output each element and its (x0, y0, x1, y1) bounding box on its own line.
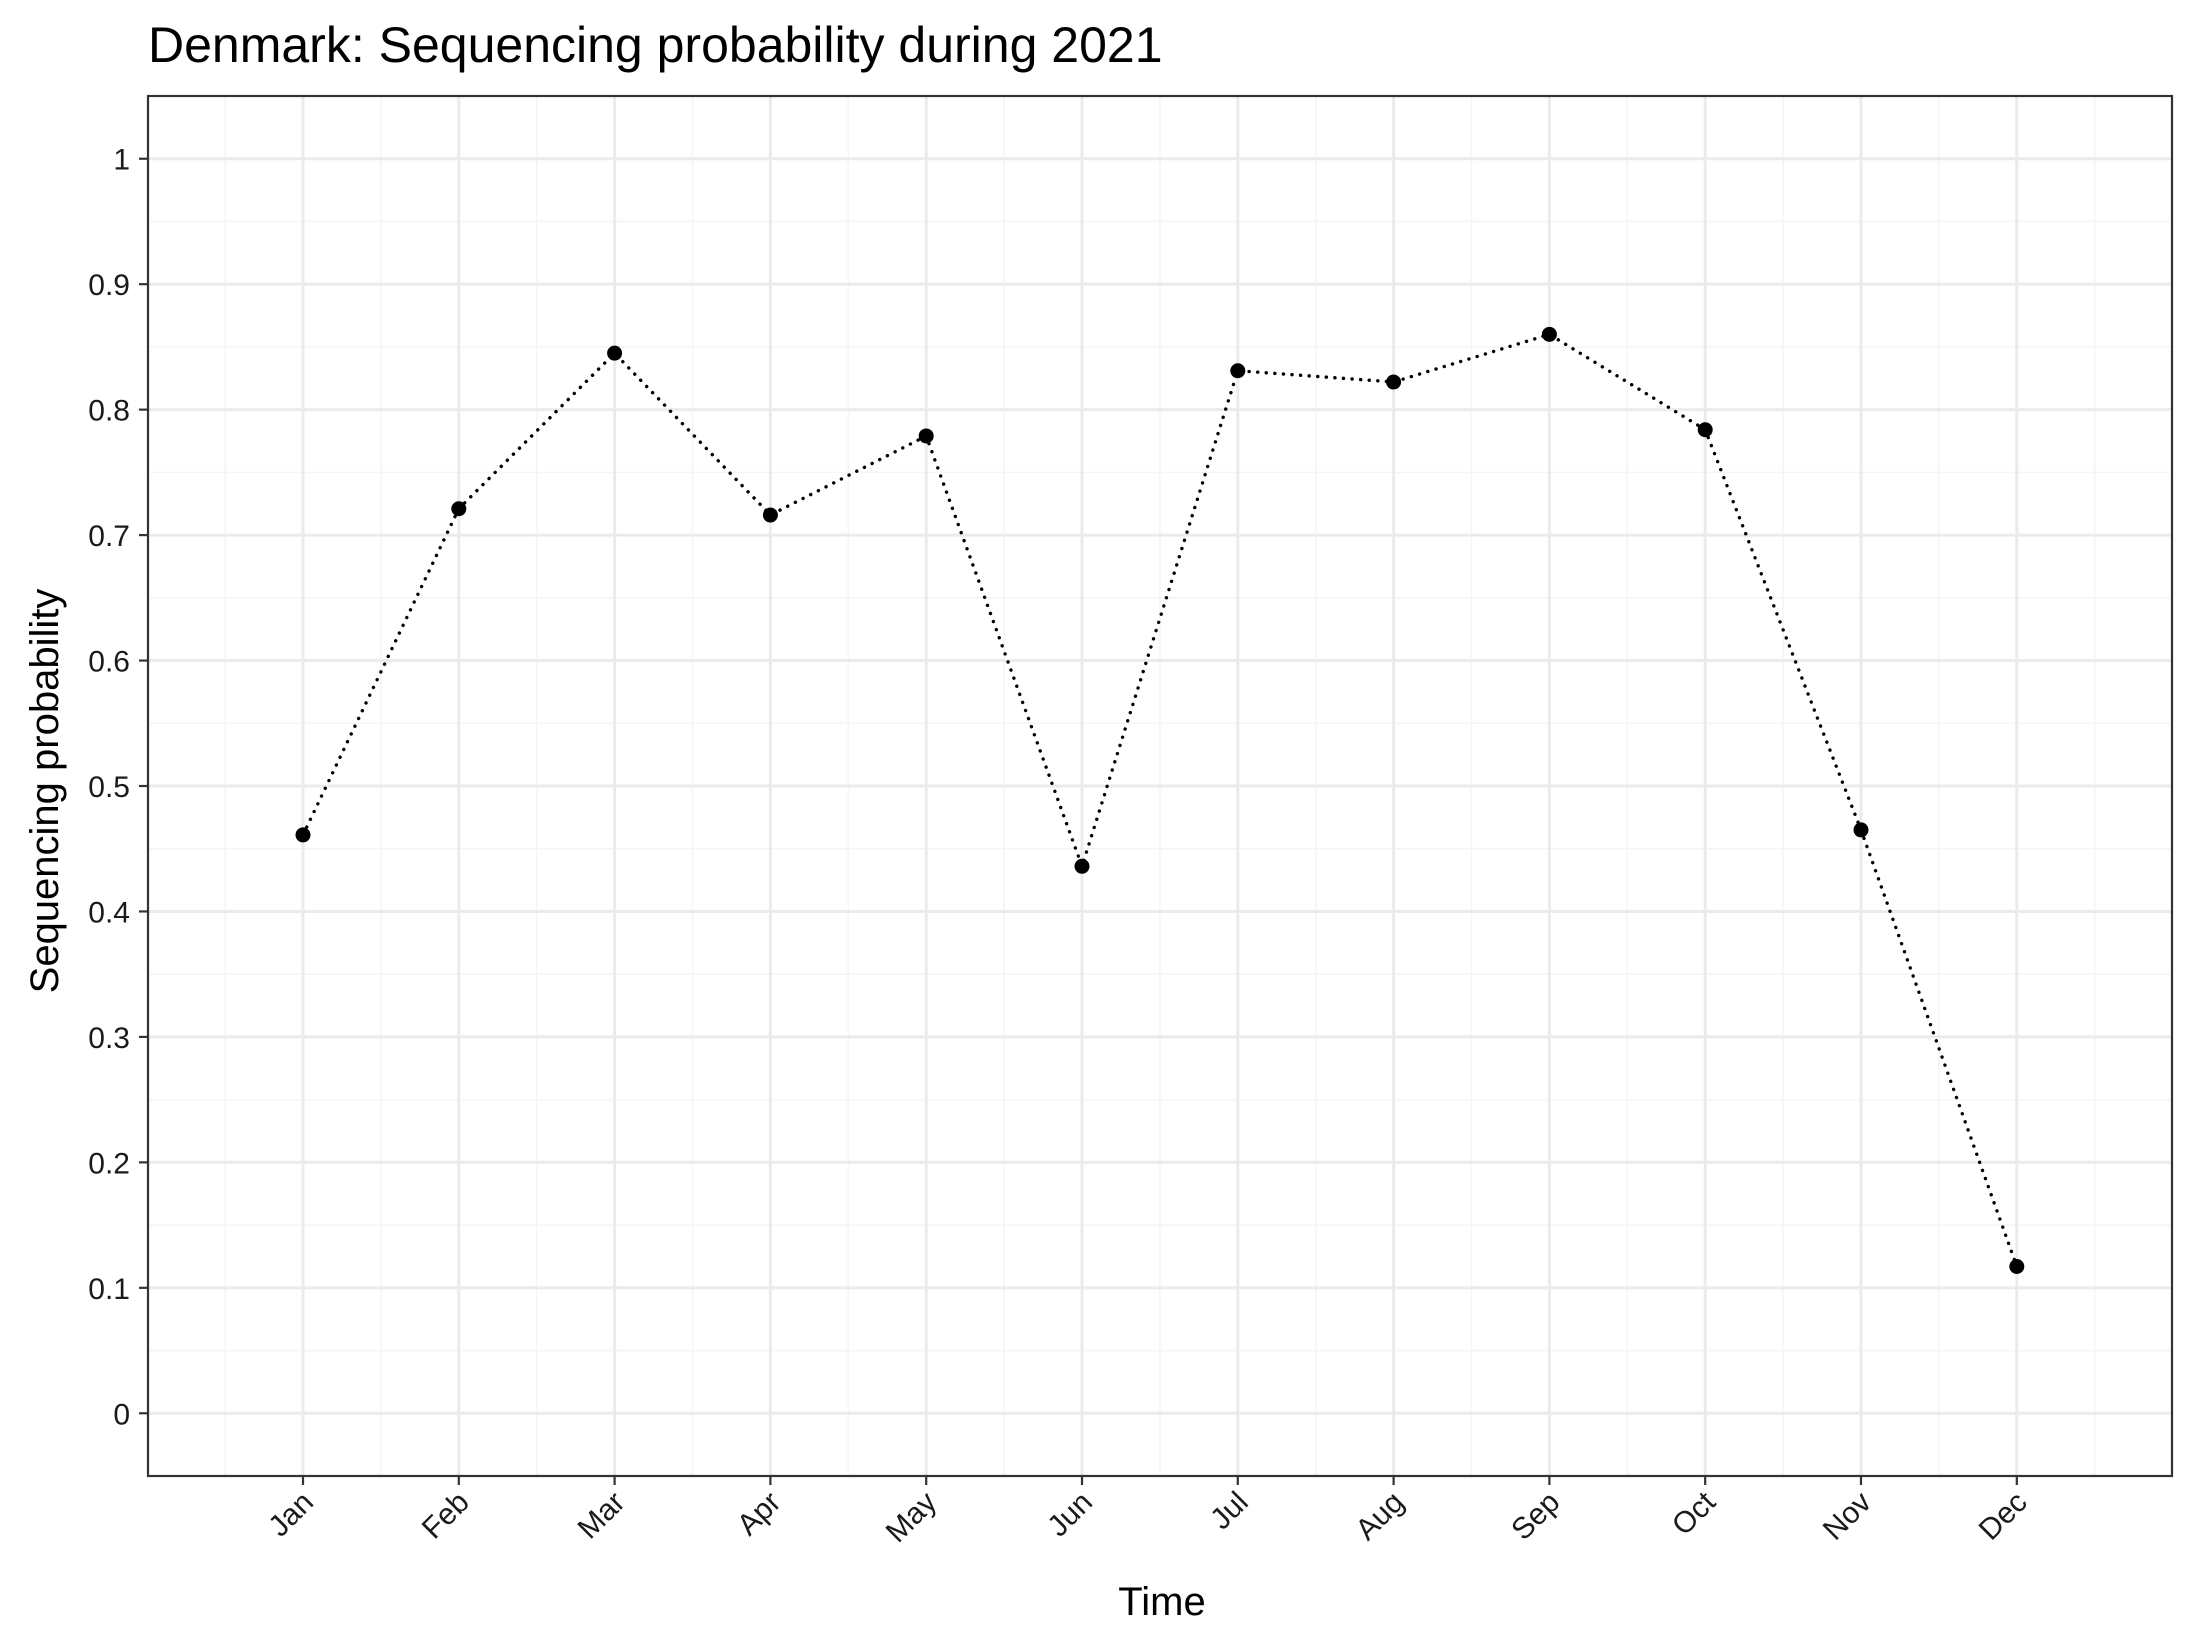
y-tick-label: 0.4 (88, 896, 130, 929)
x-tick-label: Nov (1817, 1486, 1878, 1547)
y-tick-label: 1 (113, 144, 130, 177)
data-points (295, 326, 2025, 1274)
y-tick-label: 0.5 (88, 771, 130, 804)
y-tick-label: 0.1 (88, 1273, 130, 1306)
grid-major (148, 96, 2172, 1476)
y-axis-title: Sequencing probability (23, 589, 67, 994)
y-tick-label: 0.7 (88, 520, 130, 553)
x-tick-label: Feb (416, 1486, 476, 1546)
x-tick-label: Jul (1204, 1486, 1254, 1536)
x-tick-label: Sep (1505, 1486, 1566, 1547)
data-point (295, 827, 311, 843)
y-tick-label: 0.3 (88, 1022, 130, 1055)
y-tick-label: 0.6 (88, 646, 130, 679)
x-tick-label: Dec (1973, 1486, 2034, 1547)
y-tick-label: 0.2 (88, 1147, 130, 1180)
x-tick-label: Mar (572, 1486, 632, 1546)
data-point (1074, 858, 1090, 874)
data-point (1386, 374, 1402, 390)
y-tick-label: 0.9 (88, 269, 130, 302)
data-point (918, 428, 934, 444)
y-tick-label: 0 (113, 1398, 130, 1431)
data-point (607, 345, 623, 361)
x-tick-label: Apr (731, 1486, 787, 1542)
data-point (1230, 363, 1246, 379)
x-tick-label: Oct (1666, 1485, 1723, 1542)
chart-title: Denmark: Sequencing probability during 2… (148, 17, 1163, 73)
x-axis-ticks: Jan Feb Mar Apr May Jun Jul Aug Sep Oct Nov Dec (262, 1476, 2034, 1549)
data-point (1541, 326, 1557, 342)
y-axis-ticks: 0 0.1 0.2 0.3 0.4 0.5 0.6 0.7 0.8 0.9 1 (88, 144, 148, 1431)
x-axis-title: Time (1118, 1580, 1205, 1624)
x-tick-label: Jun (1041, 1486, 1099, 1544)
data-point (762, 507, 778, 523)
data-point (1697, 422, 1713, 438)
data-point (451, 501, 467, 517)
x-tick-label: Aug (1349, 1486, 1410, 1547)
data-point (1853, 822, 1869, 838)
x-tick-label: Jan (262, 1486, 320, 1544)
x-tick-label: May (880, 1486, 943, 1549)
data-point (2009, 1258, 2025, 1274)
y-tick-label: 0.8 (88, 395, 130, 428)
